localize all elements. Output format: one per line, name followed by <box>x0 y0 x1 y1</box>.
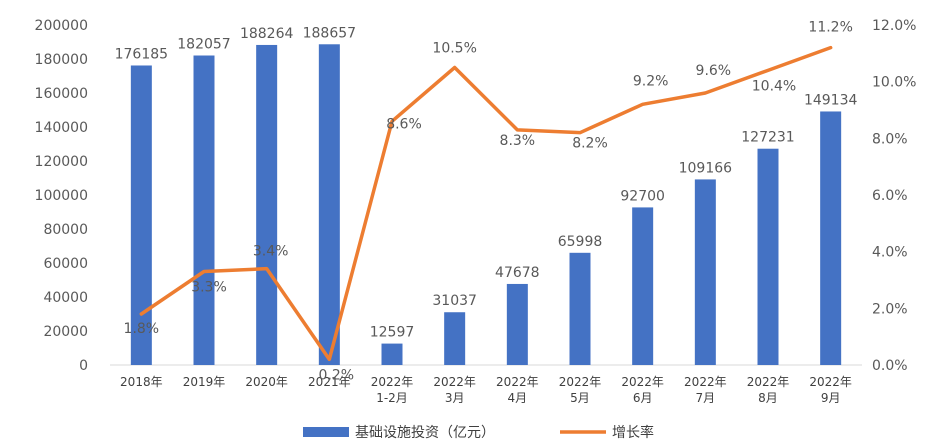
bar-value-label: 92700 <box>620 188 665 204</box>
bar-value-label: 182057 <box>177 37 230 53</box>
x-tick-label-line: 7月 <box>696 391 716 405</box>
growth-rate-label: 9.2% <box>633 73 669 89</box>
growth-rate-label: 9.6% <box>696 63 732 79</box>
legend: 基础设施投资（亿元） 增长率 <box>303 424 654 441</box>
x-tick-label-line: 8月 <box>758 391 778 405</box>
growth-rate-label: 8.6% <box>386 116 422 132</box>
legend-bar-swatch <box>303 427 349 437</box>
bar-value-label: 109166 <box>679 160 733 176</box>
x-tick-label: 2022年 8月 <box>747 375 790 405</box>
x-tick-label-line: 2022年 <box>747 375 790 389</box>
growth-rate-label: 3.4% <box>253 244 289 260</box>
x-tick-label-line: 2022年 <box>559 375 602 389</box>
y-left-tick-label: 120000 <box>35 154 88 170</box>
growth-rate-label: 11.2% <box>808 20 852 36</box>
growth-rate-label: 10.5% <box>432 41 476 57</box>
y-left-tick-label: 140000 <box>35 120 88 136</box>
x-tick-label-line: 4月 <box>508 391 528 405</box>
growth-rate-label: 8.3% <box>500 133 536 149</box>
bar <box>694 179 716 365</box>
growth-rate-label: 8.2% <box>572 136 608 152</box>
x-tick-label-line: 9月 <box>821 391 841 405</box>
y-right-tick-label: 4.0% <box>872 245 908 261</box>
x-tick-label-line: 2022年 <box>496 375 539 389</box>
line-data-labels: 1.8% 3.3% 3.4% 0.2% 8.6% 10.5% 8.3% 8.2% 9.2% 9.6… <box>124 20 853 384</box>
x-tick-label-line: 2022年 <box>809 375 852 389</box>
x-tick-label-line: 2022年 <box>684 375 727 389</box>
y-left-tick-label: 160000 <box>35 86 88 102</box>
bar-value-label: 188264 <box>240 26 294 42</box>
x-tick-label: 2021年 <box>308 375 351 389</box>
x-tick-label: 2022年 9月 <box>809 375 852 405</box>
bar-value-label: 65998 <box>558 234 603 250</box>
x-tick-label-line: 2022年 <box>371 375 414 389</box>
bar <box>506 283 528 365</box>
bar <box>130 65 152 365</box>
y-right-tick-label: 0.0% <box>872 358 908 374</box>
bar <box>444 312 466 365</box>
y-axis-right: 0.0% 2.0% 4.0% 6.0% 8.0% 10.0% 12.0% <box>872 18 916 374</box>
x-tick-label-line: 3月 <box>445 391 465 405</box>
bar <box>569 252 591 365</box>
x-tick-label: 2022年 1-2月 <box>371 375 414 405</box>
bar-data-labels: 176185 182057 188264 188657 12597 31037 47678 6… <box>115 25 858 340</box>
growth-rate-label: 3.3% <box>191 280 227 296</box>
x-tick-label-line: 2018年 <box>120 375 163 389</box>
bar <box>193 55 215 365</box>
y-left-tick-label: 0 <box>79 358 88 374</box>
x-tick-label-line: 1-2月 <box>376 391 408 405</box>
x-tick-label: 2022年 6月 <box>621 375 664 405</box>
x-tick-label: 2022年 4月 <box>496 375 539 405</box>
line-series <box>139 45 833 362</box>
x-tick-label-line: 2022年 <box>621 375 664 389</box>
bar-series <box>130 44 842 365</box>
y-axis-left: 0 20000 40000 60000 80000 100000 120000 140000 1… <box>35 18 88 374</box>
y-left-tick-label: 40000 <box>43 290 88 306</box>
bar-value-label: 31037 <box>432 293 477 309</box>
y-left-tick-label: 20000 <box>43 324 88 340</box>
y-left-tick-label: 60000 <box>43 256 88 272</box>
x-tick-label: 2018年 <box>120 375 163 389</box>
bar-value-label: 127231 <box>741 130 794 146</box>
x-tick-label-line: 5月 <box>570 391 590 405</box>
legend-label-growth-rate: 增长率 <box>612 424 654 441</box>
y-right-tick-label: 6.0% <box>872 188 908 204</box>
bar <box>381 343 403 365</box>
x-tick-label: 2019年 <box>183 375 226 389</box>
y-right-tick-label: 8.0% <box>872 131 908 147</box>
bar <box>820 111 842 365</box>
y-right-tick-label: 10.0% <box>872 75 916 91</box>
x-tick-label-line: 2022年 <box>433 375 476 389</box>
growth-rate-label: 10.4% <box>752 78 796 94</box>
bar <box>318 44 340 365</box>
y-right-tick-label: 2.0% <box>872 301 908 317</box>
x-tick-label-line: 2020年 <box>245 375 288 389</box>
growth-rate-label: 1.8% <box>124 321 160 337</box>
x-tick-label: 2022年 3月 <box>433 375 476 405</box>
bar-value-label: 47678 <box>495 265 540 281</box>
bar <box>757 148 779 365</box>
x-tick-label: 2020年 <box>245 375 288 389</box>
y-right-tick-label: 12.0% <box>872 18 916 34</box>
x-tick-label: 2022年 7月 <box>684 375 727 405</box>
y-left-tick-label: 180000 <box>35 52 88 68</box>
bar <box>632 207 654 365</box>
legend-label-investment: 基础设施投资（亿元） <box>355 424 495 441</box>
bar-value-label: 149134 <box>804 92 858 108</box>
x-tick-label-line: 6月 <box>633 391 653 405</box>
growth-rate-line <box>139 45 833 362</box>
bar-value-label: 12597 <box>370 325 415 341</box>
growth-rate-label: 0.2% <box>319 367 355 383</box>
bar-value-label: 188657 <box>303 25 356 41</box>
x-tick-label-line: 2021年 <box>308 375 351 389</box>
bar-value-label: 176185 <box>115 46 168 62</box>
bar <box>256 44 278 365</box>
y-left-tick-label: 80000 <box>43 222 88 238</box>
y-left-tick-label: 200000 <box>35 18 88 34</box>
x-tick-label-line: 2019年 <box>183 375 226 389</box>
y-left-tick-label: 100000 <box>35 188 88 204</box>
x-tick-label: 2022年 5月 <box>559 375 602 405</box>
